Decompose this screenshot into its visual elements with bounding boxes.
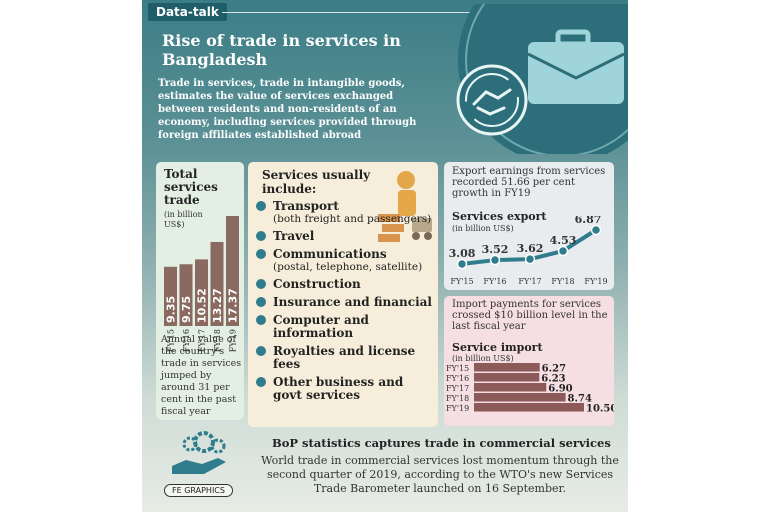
total-trade-bar [210,241,224,326]
bullet-icon [256,201,266,211]
export-category-label: FY'15 [450,277,473,286]
import-category-label: FY'15 [446,364,469,373]
import-category-label: FY'17 [446,384,469,393]
export-unit: (in billion US$) [452,224,514,233]
list-item: Royalties and license fees [256,345,436,371]
total-trade-title: Total services trade [164,167,218,207]
import-value-label: 6.23 [541,374,565,385]
total-trade-note: Annual value of the country's trade in s… [161,334,242,417]
services-list-panel: Services usually include: Transport (both… [248,162,438,427]
total-trade-value-label: 13.27 [211,288,224,323]
export-value-label: 4.53 [550,234,577,247]
page-title: Rise of trade in services in Bangladesh [162,31,401,69]
import-value-label: 10.50 [586,404,614,415]
export-value-label: 3.52 [482,243,509,256]
export-value-label: 6.87 [575,216,602,226]
hand-gears-icon [172,431,226,474]
import-unit: (in billion US$) [452,354,514,363]
services-export-chart: 3.08 FY'15 3.52 FY'16 3.62 FY'17 4.53 FY'18 6.87… [449,216,608,286]
total-trade-bar [179,264,193,326]
total-trade-category-label: FY'19 [229,329,238,352]
export-point [489,254,501,266]
export-category-label: FY'16 [483,277,506,286]
import-category-label: FY'16 [446,374,469,383]
total-trade-bar [226,216,239,326]
import-bar [474,403,584,412]
import-note: Import payments for services crossed $10… [452,299,608,332]
export-point [590,224,602,236]
export-value-label: 3.62 [517,242,544,255]
import-value-label: 6.90 [548,384,572,395]
total-trade-chart: 9.35 FY'15 9.75 FY'16 10.52 FY'17 13.27 FY'18 17… [164,216,240,352]
total-trade-value-label: 9.75 [180,296,193,323]
total-trade-value-label: 17.37 [227,288,240,323]
list-item: Transport (both freight and passengers) [256,200,436,225]
export-note: Export earnings from services recorded 5… [452,166,606,199]
total-trade-panel: Total services trade (in billion US$) 9.… [156,162,244,420]
services-export-panel: Export earnings from services recorded 5… [444,162,614,290]
total-trade-category-label: FY'16 [182,329,191,352]
list-item: Travel [256,230,436,243]
services-list-title: Services usually include: [262,168,371,196]
bullet-icon [256,315,266,325]
total-trade-bar [164,266,177,326]
export-category-label: FY'18 [551,277,574,286]
import-bar [474,393,566,402]
export-point [524,253,536,265]
bullet-icon [256,249,266,259]
bop-title: BoP statistics captures trade in commerc… [272,436,611,450]
bullet-icon [256,231,266,241]
import-value-label: 6.27 [542,364,566,375]
export-title: Services export [452,210,547,223]
bop-body: World trade in commercial services lost … [261,454,619,495]
total-trade-category-label: FY'17 [198,329,207,352]
briefcase-handshake-icon [456,4,628,154]
total-trade-category-label: FY'15 [167,329,176,352]
list-item: Computer and information [256,314,436,340]
intro-text: Trade in services, trade in intangible g… [158,78,417,141]
import-value-label: 8.74 [568,394,592,405]
list-item: Communications (postal, telephone, satell… [256,248,436,273]
import-bar [474,363,540,372]
export-category-label: FY'17 [518,277,541,286]
bullet-icon [256,377,266,387]
list-item: Insurance and financial [256,296,436,309]
total-trade-category-label: FY'18 [213,329,222,352]
import-bar [474,383,547,392]
bullet-icon [256,297,266,307]
export-category-label: FY'19 [584,277,607,286]
import-title: Service import [452,341,543,354]
total-trade-value-label: 9.35 [165,296,178,323]
export-point [557,245,569,257]
export-point [456,258,468,270]
tag-rule [222,12,622,13]
infographic: Data-talk Rise of trade in services in B… [142,0,628,512]
import-category-label: FY'18 [446,394,469,403]
worker-icon [378,171,432,242]
total-trade-unit: (in billion US$) [164,210,203,229]
export-value-label: 3.08 [449,247,476,260]
service-import-chart: FY'15 6.27 FY'16 6.23 FY'17 6.90 FY'18 8.74 FY'1… [446,363,614,415]
list-item: Other business and govt services [256,376,436,402]
service-import-panel: Import payments for services crossed $10… [444,296,614,426]
import-category-label: FY'19 [446,404,469,413]
bullet-icon [256,346,266,356]
total-trade-bar [195,259,208,326]
list-item: Construction [256,278,436,291]
services-list: Transport (both freight and passengers) T… [256,200,436,407]
fe-graphics-logo: FE GRAPHICS [164,484,233,497]
bullet-icon [256,279,266,289]
section-tag: Data-talk [148,3,227,21]
import-bar [474,373,540,382]
total-trade-value-label: 10.52 [196,288,209,323]
